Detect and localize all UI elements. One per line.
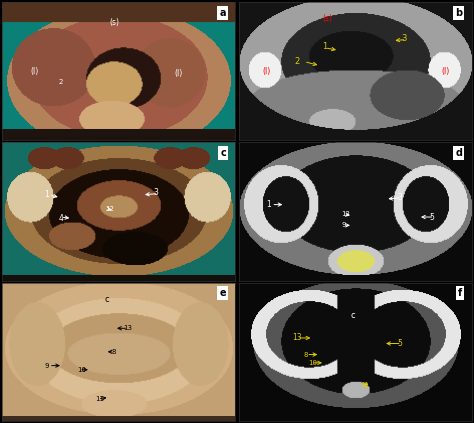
Text: c: c	[105, 295, 109, 304]
Text: (l): (l)	[262, 67, 270, 76]
Text: 9: 9	[44, 363, 49, 368]
Text: c: c	[220, 148, 226, 158]
Text: 11: 11	[96, 396, 105, 402]
Text: 8: 8	[112, 349, 116, 355]
Text: e: e	[219, 288, 226, 298]
Text: c: c	[351, 311, 355, 320]
Text: 8: 8	[304, 352, 309, 357]
Text: 1: 1	[323, 42, 328, 51]
Text: 9: 9	[341, 222, 346, 228]
Text: 3: 3	[154, 188, 159, 197]
Text: 5: 5	[397, 339, 402, 348]
Text: (s): (s)	[109, 18, 119, 27]
Text: b: b	[455, 8, 462, 18]
Text: 2: 2	[295, 57, 300, 66]
Text: (l): (l)	[30, 67, 38, 76]
Text: 4: 4	[58, 214, 63, 223]
Text: (l): (l)	[441, 67, 450, 76]
Text: a: a	[219, 8, 226, 18]
Text: 11: 11	[360, 382, 369, 388]
Text: 1: 1	[267, 200, 272, 209]
Text: 12: 12	[105, 206, 114, 212]
Text: 3: 3	[397, 193, 402, 202]
Text: 2: 2	[58, 79, 63, 85]
Text: 3: 3	[402, 33, 407, 43]
Text: 5: 5	[430, 212, 435, 222]
Text: (s): (s)	[323, 14, 333, 23]
Text: 10: 10	[77, 367, 86, 373]
Text: (l): (l)	[175, 69, 183, 79]
Text: 12: 12	[341, 211, 350, 217]
Text: f: f	[458, 288, 462, 298]
Text: 13: 13	[123, 325, 132, 331]
Text: 1: 1	[44, 190, 49, 199]
Text: 13: 13	[292, 333, 302, 343]
Text: d: d	[456, 148, 462, 158]
Text: 10: 10	[309, 360, 318, 366]
